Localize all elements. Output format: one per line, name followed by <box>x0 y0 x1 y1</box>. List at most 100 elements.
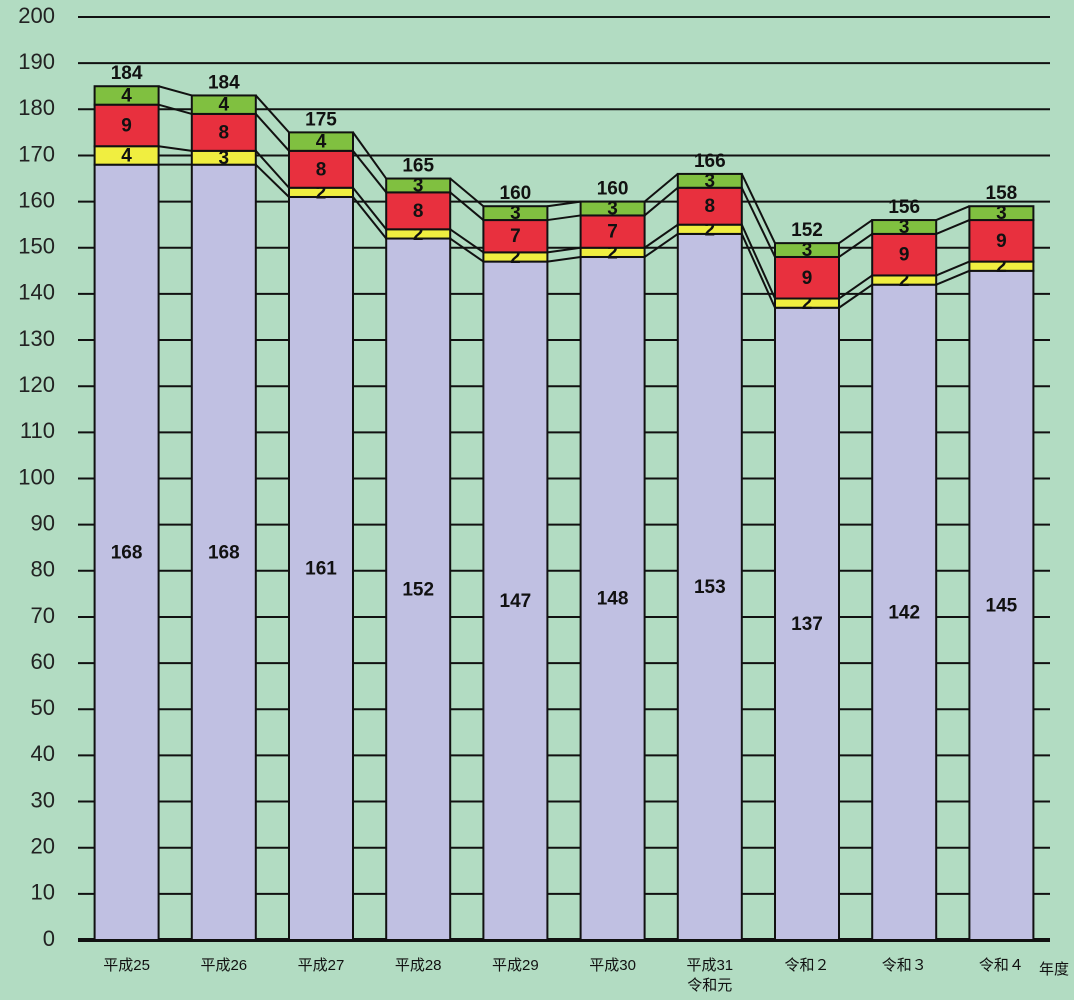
bar-segment <box>385 191 452 231</box>
bar-segment <box>774 306 840 941</box>
x-tick-label: 平成29 <box>492 957 539 974</box>
x-tick-label: 平成25 <box>103 957 150 974</box>
data-label: 9 <box>802 268 813 289</box>
series-connector <box>547 214 581 222</box>
data-label: 2 <box>413 224 424 245</box>
series-connector <box>352 150 387 193</box>
data-label: 4 <box>121 145 132 166</box>
y-tick-label: 180 <box>18 95 55 120</box>
x-tick-label: 令和３ <box>882 957 927 974</box>
series-connector <box>838 233 873 258</box>
series-connector <box>740 233 776 309</box>
series-connector <box>935 219 970 235</box>
series-connector <box>740 173 776 244</box>
bar-segment <box>871 232 938 277</box>
data-label: 8 <box>705 196 716 217</box>
data-label: 9 <box>996 231 1007 252</box>
x-axis-label: 年度 <box>1039 961 1069 978</box>
bar-segment <box>190 94 257 115</box>
total-label: 156 <box>888 197 920 218</box>
x-tick-label: 令和４ <box>979 957 1024 974</box>
total-label: 160 <box>597 179 629 200</box>
data-label: 9 <box>121 115 132 136</box>
y-tick-label: 70 <box>31 603 55 628</box>
data-label: 8 <box>413 201 424 222</box>
bar-segment <box>482 219 549 254</box>
series-connector <box>644 233 679 258</box>
y-tick-label: 30 <box>31 787 55 812</box>
bar-segment <box>288 131 354 152</box>
x-tick-label: 平成26 <box>200 957 247 974</box>
bar-segment <box>968 269 1035 941</box>
y-tick-label: 170 <box>18 141 55 166</box>
data-label: 147 <box>500 591 532 612</box>
y-tick-label: 190 <box>18 49 55 74</box>
bar-segment <box>93 85 160 106</box>
data-label: 3 <box>996 203 1007 224</box>
data-label: 3 <box>705 171 716 192</box>
bar-segment <box>871 283 938 942</box>
data-label: 2 <box>802 293 813 314</box>
bar-segment <box>288 195 354 942</box>
bar-segment <box>968 205 1035 222</box>
total-label: 160 <box>500 183 532 204</box>
x-tick-label: 令和元 <box>687 977 732 994</box>
y-tick-label: 60 <box>31 649 55 674</box>
data-label: 2 <box>510 247 521 268</box>
x-tick-label: 平成27 <box>298 957 345 974</box>
series-connector <box>740 224 776 299</box>
data-label: 137 <box>791 614 823 635</box>
series-connector <box>838 283 873 309</box>
y-tick-label: 90 <box>31 510 55 535</box>
series-connector <box>255 113 290 152</box>
data-label: 145 <box>986 595 1018 616</box>
y-tick-label: 50 <box>31 695 55 720</box>
bar-segment <box>93 163 160 941</box>
total-label: 166 <box>694 151 726 172</box>
total-label: 184 <box>111 63 143 84</box>
data-label: 2 <box>316 182 327 203</box>
series-connector <box>158 103 193 115</box>
y-tick-label: 0 <box>43 926 55 951</box>
data-label: 3 <box>219 148 230 169</box>
bar-segment <box>93 103 160 148</box>
series-connector <box>643 186 679 217</box>
bar-segment <box>871 219 938 235</box>
data-label: 4 <box>316 132 327 153</box>
data-label: 8 <box>219 122 230 143</box>
series-connector <box>547 255 581 263</box>
series-connector <box>643 173 679 203</box>
y-tick-label: 150 <box>18 234 55 259</box>
bar-segment <box>482 205 549 222</box>
series-connector <box>449 237 484 263</box>
y-tick-label: 40 <box>31 741 55 766</box>
series-connector <box>547 200 581 208</box>
series-connector <box>449 228 484 254</box>
y-tick-label: 100 <box>18 464 55 489</box>
y-tick-label: 130 <box>18 326 55 351</box>
series-connector <box>352 131 388 180</box>
series-connector <box>838 274 873 300</box>
series-connector <box>255 163 290 198</box>
bar-segment <box>385 177 452 194</box>
data-label: 3 <box>413 175 424 196</box>
total-label: 158 <box>986 183 1018 204</box>
bar-segment <box>968 219 1035 263</box>
x-tick-label: 平成31 <box>686 957 733 974</box>
data-label: 9 <box>899 245 910 266</box>
total-label: 152 <box>791 220 823 241</box>
series-connector <box>352 196 387 240</box>
series-connector <box>158 145 192 152</box>
data-label: 3 <box>899 217 910 238</box>
y-tick-label: 160 <box>18 187 55 212</box>
series-connector <box>838 219 873 244</box>
data-label: 161 <box>305 559 337 580</box>
data-label: 7 <box>607 222 618 243</box>
data-label: 4 <box>219 95 230 116</box>
series-connector <box>352 187 387 230</box>
y-tick-label: 80 <box>31 557 55 582</box>
x-tick-label: 令和２ <box>784 957 829 974</box>
bar-segment <box>676 232 743 941</box>
series-connector <box>935 205 970 221</box>
